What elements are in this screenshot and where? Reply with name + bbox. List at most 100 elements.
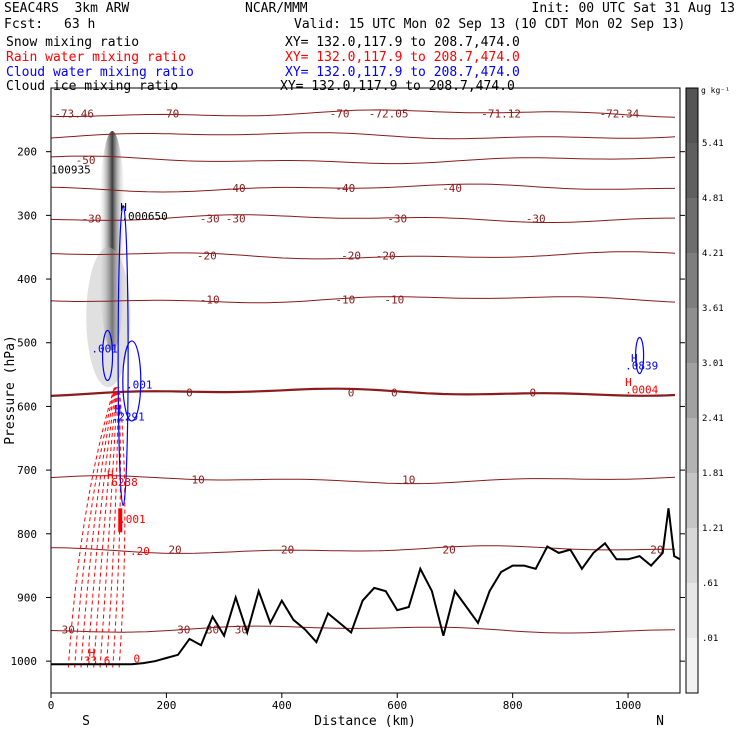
field-name-snow: Snow mixing ratio (6, 35, 140, 50)
forecast-hour: 63 h (64, 17, 96, 32)
field-name-cloudice: Cloud ice mixing ratio (6, 79, 179, 94)
colorbar-label: 1.81 (702, 469, 724, 479)
field-annotation: H (107, 468, 114, 481)
field-name-rain: Rain water mixing ratio (6, 50, 187, 65)
org-label: NCAR/MMM (245, 1, 308, 16)
colorbar-label: 4.81 (702, 194, 724, 204)
temp-contour-label: 10 (402, 474, 415, 487)
temp-contour-label: -10 (335, 293, 355, 306)
colorbar-label: 3.61 (702, 304, 724, 314)
valid-time: Valid: 15 UTC Mon 02 Sep 13 (10 CDT Mon … (294, 17, 686, 32)
temp-contour-0 (51, 387, 676, 397)
colorbar-segment (686, 473, 698, 528)
rain-contour (74, 387, 116, 668)
colorbar-label: 4.21 (702, 249, 724, 259)
temp-contour-label: 10 (192, 474, 205, 487)
field-annotation: H (114, 403, 121, 416)
cloud-water-contour (101, 329, 114, 382)
temp-contour--70 (51, 109, 676, 118)
temp-contour-label: -10 (384, 293, 404, 306)
x-tick-label: 400 (272, 699, 292, 712)
field-annotation: .000650 (121, 210, 167, 223)
colorbar-label: 2.41 (702, 414, 724, 424)
colorbar-label: .61 (702, 579, 718, 589)
colorbar-segment (686, 418, 698, 473)
model-title: SEAC4RS 3km ARW (4, 1, 130, 16)
temp-contour-label: -72.34 (600, 107, 640, 120)
colorbar-segment (686, 528, 698, 583)
temp-contour-label: 30 (177, 623, 190, 636)
temp-contour-label: -30 (387, 213, 407, 226)
temp-contour-label: 20 (650, 544, 663, 557)
x-axis-label: Distance (km) (314, 714, 416, 729)
temp-contour-label: -72.05 (369, 107, 409, 120)
field-annotation: 100935 (51, 163, 91, 176)
temp-contour-label: -73.46 (54, 107, 94, 120)
temp-contour-label: -40 (226, 182, 246, 195)
field-annotation: .6238 (105, 476, 138, 489)
x-tick-label: 800 (503, 699, 523, 712)
temp-contour--10 (51, 296, 676, 304)
temp-contour-label: 0 (186, 386, 193, 399)
field-annotation: H (89, 647, 96, 660)
y-tick-label: 1000 (11, 655, 38, 668)
temp-contour-label: -30 (226, 213, 246, 226)
colorbar-unit: g kg⁻¹ (701, 86, 730, 95)
field-annotation: H (631, 352, 638, 365)
temp-contour-label: -50 (76, 154, 96, 167)
temp-contour--20 (51, 251, 676, 260)
colorbar-segment (686, 88, 698, 143)
y-tick-label: 300 (17, 209, 37, 222)
colorbar-segment (686, 143, 698, 198)
field-annotation: 0 (134, 652, 141, 665)
field-annotation: .0839 (625, 359, 658, 372)
temp-contour-label: 20 (168, 544, 181, 557)
temp-contour-label: -40 (335, 182, 355, 195)
field-xy-cloudice: XY= 132.0,117.9 to 208.7,474.0 (280, 79, 515, 94)
y-axis-label: Pressure (hPa) (3, 335, 18, 445)
temp-contour-label: 0 (348, 386, 355, 399)
x-tick-label: 1000 (615, 699, 642, 712)
field-annotation: .0004 (625, 384, 658, 397)
field-annotation: .001 (126, 379, 152, 392)
temp-contour--40 (51, 183, 675, 193)
temp-contour-label: -20 (376, 249, 396, 262)
y-tick-label: 800 (17, 528, 37, 541)
cloud-water-contour (635, 336, 645, 375)
temp-contour-label: -10 (200, 293, 220, 306)
snow-shading (98, 130, 127, 351)
temp-contour-label: 20 (443, 544, 456, 557)
colorbar-label: 3.01 (702, 359, 724, 369)
colorbar-segment (686, 253, 698, 308)
forecast-label: Fcst: (4, 17, 44, 32)
temp-contour-label: -30 (81, 213, 101, 226)
x-end-label-left: S (82, 714, 90, 729)
temp-contour-label: 0 (391, 386, 398, 399)
field-name-cloudwater: Cloud water mixing ratio (6, 65, 194, 80)
temp-contour-label: -30 (526, 213, 546, 226)
temp-contour--30 (51, 214, 675, 223)
temp-contour--60 (51, 132, 676, 140)
colorbar-segment (686, 583, 698, 638)
temp-contour-label: -71.12 (481, 107, 521, 120)
field-annotation: .2291 (112, 410, 145, 423)
temp-contour-label: 20 (281, 544, 294, 557)
field-xy-rain: XY= 132.0,117.9 to 208.7,474.0 (285, 50, 520, 65)
init-time: Init: 00 UTC Sat 31 Aug 13 (531, 1, 736, 16)
temp-contour-label: -40 (442, 182, 462, 195)
temp-contour-label: -70 (159, 107, 179, 120)
colorbar-label: .01 (702, 634, 718, 644)
temp-contour-label: -20 (341, 249, 361, 262)
temp-contour-label: -70 (330, 107, 350, 120)
x-end-label-right: N (656, 714, 664, 729)
terrain-line (51, 508, 680, 666)
y-tick-label: 700 (17, 464, 37, 477)
y-tick-label: 200 (17, 146, 37, 159)
temp-contour-label: -20 (197, 249, 217, 262)
cloud-water-contour (122, 340, 142, 422)
field-annotation: H (120, 201, 127, 214)
field-annotation: 33.6 (84, 654, 111, 667)
colorbar-label: 5.41 (702, 139, 724, 149)
temp-contour-10 (51, 475, 676, 485)
